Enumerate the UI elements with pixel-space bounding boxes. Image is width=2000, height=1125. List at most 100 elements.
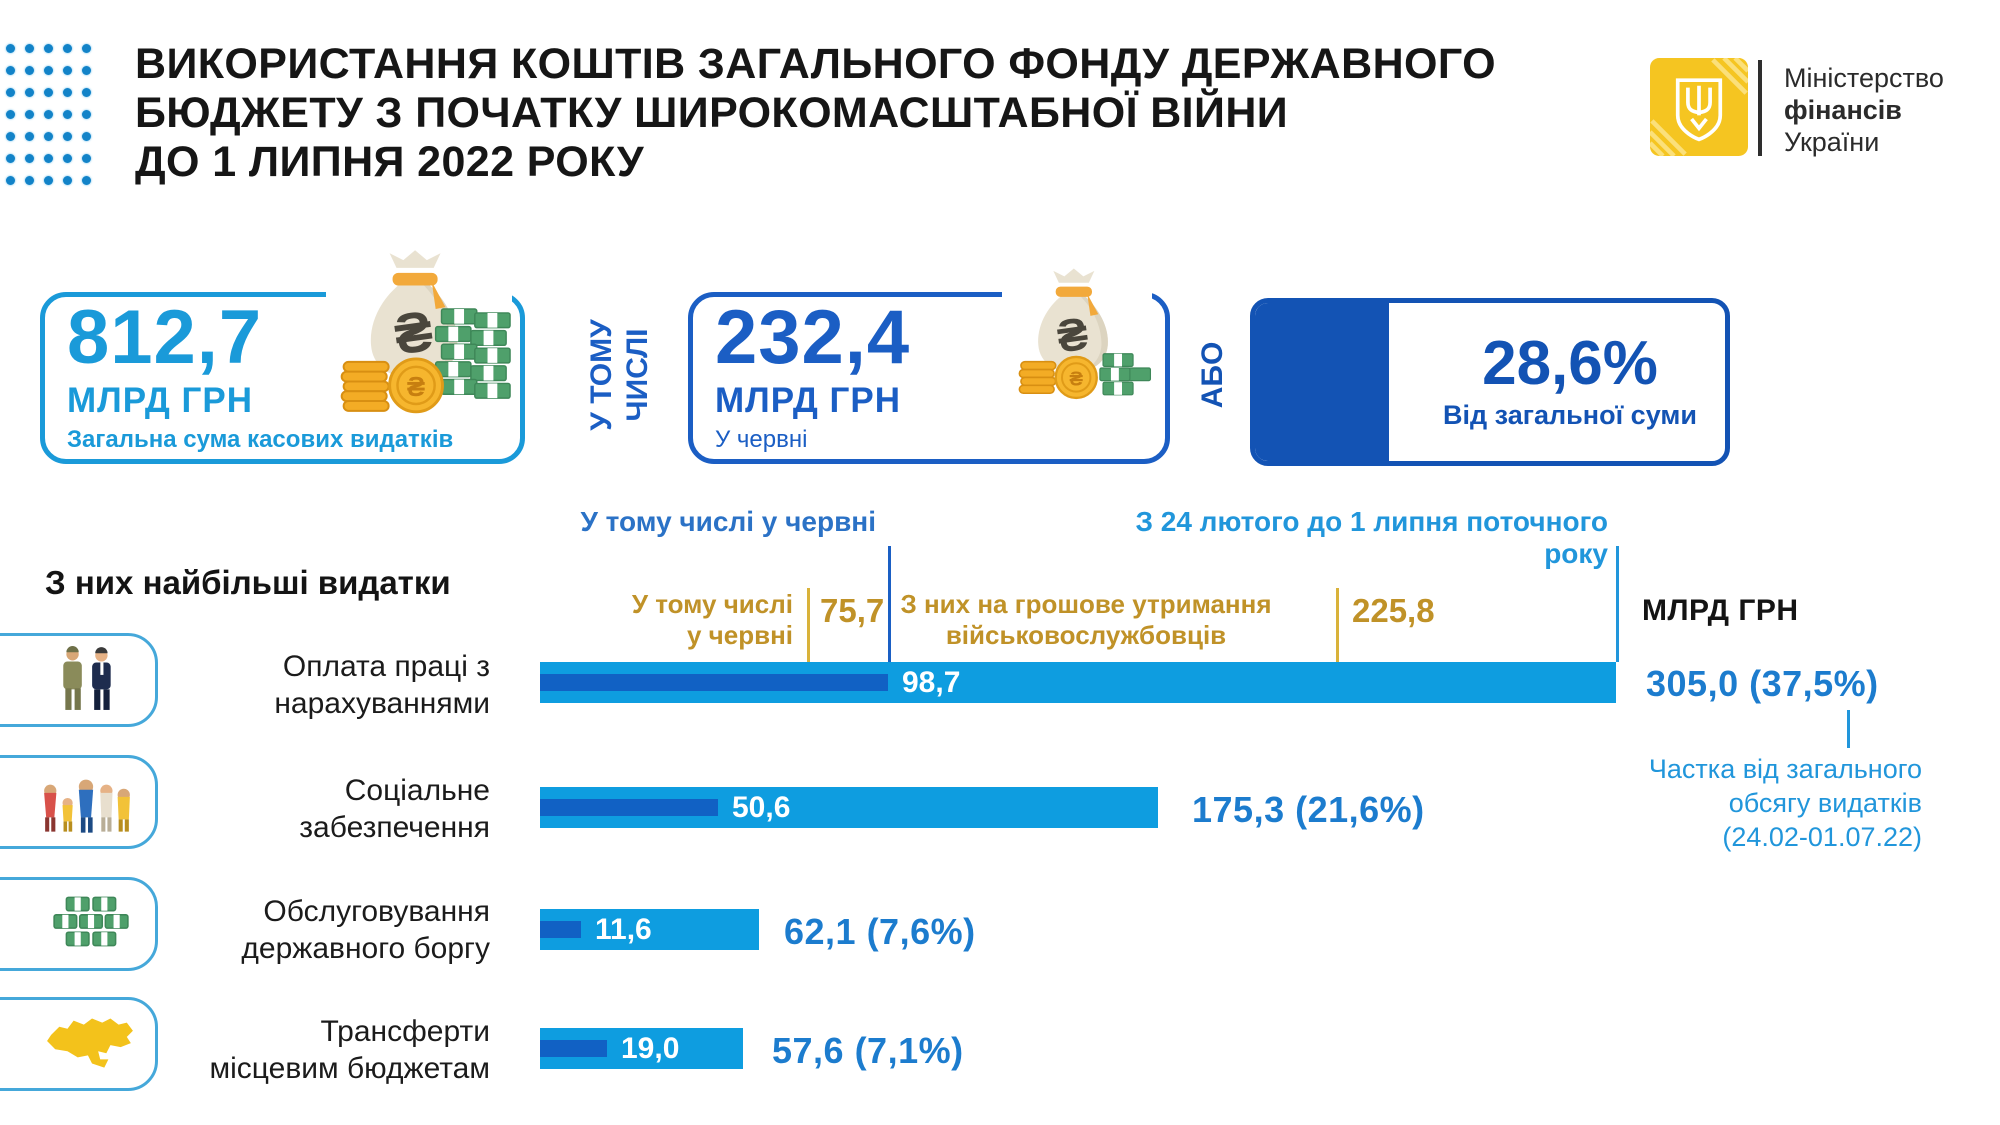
dot bbox=[63, 110, 72, 119]
dot bbox=[25, 44, 34, 53]
in-total-label: У ТОМУ ЧИСЛІ bbox=[585, 319, 654, 431]
trident-emblem-icon bbox=[1650, 58, 1748, 156]
money-stack-icon bbox=[53, 896, 129, 947]
green-bills bbox=[434, 308, 511, 399]
bar-june-value-row3: 11,6 bbox=[595, 913, 652, 946]
dot bbox=[63, 88, 72, 97]
dot bbox=[82, 154, 91, 163]
svg-text:₴: ₴ bbox=[407, 371, 425, 402]
category-label: Оплата праці з нарахуваннями bbox=[274, 650, 490, 720]
bar-june-value-row2: 50,6 bbox=[732, 791, 791, 824]
military-june-label: У тому числі у червні bbox=[631, 589, 793, 650]
dot-grid-decoration bbox=[6, 44, 106, 204]
dot bbox=[6, 154, 15, 163]
dot bbox=[25, 88, 34, 97]
dot bbox=[82, 44, 91, 53]
dot bbox=[63, 176, 72, 185]
june-column-label: У тому числі у червні bbox=[580, 506, 876, 537]
dot bbox=[25, 154, 34, 163]
family-icon bbox=[44, 779, 130, 833]
svg-text:₴: ₴ bbox=[1054, 308, 1091, 363]
bar-total-row2: 50,6 bbox=[540, 787, 1158, 828]
military-total-marker-line bbox=[1336, 588, 1339, 662]
category-icon-box bbox=[0, 755, 158, 849]
total-unit: МЛРД ГРН bbox=[67, 381, 253, 420]
bar-total-value-row1: 305,0 (37,5%) bbox=[1646, 663, 1879, 704]
bar-june-value-row1: 98,7 bbox=[902, 666, 961, 699]
dot bbox=[44, 110, 53, 119]
bar-total-value-row4: 57,6 (7,1%) bbox=[772, 1030, 964, 1071]
dot bbox=[63, 132, 72, 141]
june-marker-line bbox=[888, 546, 891, 662]
period-marker-line bbox=[1616, 546, 1619, 662]
title-line-2: БЮДЖЕТУ З ПОЧАТКУ ШИРОКОМАСШТАБНОЇ ВІЙНИ bbox=[135, 89, 1289, 137]
dot bbox=[82, 176, 91, 185]
period-column-label: З 24 лютого до 1 липня поточного року bbox=[1135, 506, 1608, 569]
category-label: Соціальне забезпечення bbox=[299, 774, 490, 844]
money-bag-icon: ₴ ₴ bbox=[1002, 254, 1152, 418]
total-value: 812,7 bbox=[67, 295, 263, 380]
dot bbox=[44, 66, 53, 75]
dot bbox=[6, 88, 15, 97]
military-june-value: 75,7 bbox=[820, 592, 885, 629]
bar-total-row1: 98,7 bbox=[540, 662, 1616, 703]
bar-june-row3 bbox=[540, 921, 581, 938]
dot bbox=[6, 110, 15, 119]
share-caption: Від загальної суми bbox=[1443, 400, 1697, 430]
svg-text:₴: ₴ bbox=[1069, 367, 1083, 390]
dot bbox=[25, 176, 34, 185]
bar-total-value-row3: 62,1 (7,6%) bbox=[784, 911, 976, 952]
ukraine-map-icon bbox=[47, 1018, 133, 1068]
or-label: АБО bbox=[1196, 341, 1229, 409]
dot bbox=[82, 132, 91, 141]
money-bag-icon: ₴ bbox=[326, 246, 512, 422]
bar-june-row2 bbox=[540, 799, 718, 816]
dot bbox=[63, 154, 72, 163]
bar-total-value-row2: 175,3 (21,6%) bbox=[1192, 789, 1425, 830]
dot bbox=[6, 66, 15, 75]
ministry-line-3: України bbox=[1784, 127, 1880, 157]
june-value: 232,4 bbox=[715, 295, 911, 380]
dot bbox=[82, 110, 91, 119]
dot bbox=[82, 66, 91, 75]
page-title: ВИКОРИСТАННЯ КОШТІВ ЗАГАЛЬНОГО ФОНДУ ДЕР… bbox=[135, 40, 1585, 187]
bar-total-row4: 19,0 bbox=[540, 1028, 743, 1069]
dot bbox=[6, 44, 15, 53]
dot bbox=[82, 88, 91, 97]
dot bbox=[44, 154, 53, 163]
logo-divider bbox=[1758, 60, 1762, 156]
june-caption: У червні bbox=[715, 426, 808, 453]
dot bbox=[63, 44, 72, 53]
dot bbox=[25, 66, 34, 75]
category-icon-box bbox=[0, 997, 158, 1091]
axis-unit-label: МЛРД ГРН bbox=[1642, 594, 1799, 627]
ministry-line-2: фінансів bbox=[1784, 95, 1902, 125]
dot bbox=[44, 44, 53, 53]
dot bbox=[44, 88, 53, 97]
title-line-1: ВИКОРИСТАННЯ КОШТІВ ЗАГАЛЬНОГО ФОНДУ ДЕР… bbox=[135, 40, 1496, 88]
dot bbox=[25, 132, 34, 141]
dot bbox=[6, 176, 15, 185]
share-fill-bar bbox=[1255, 303, 1390, 461]
category-label: Обслуговування державного боргу bbox=[241, 895, 490, 965]
bar-june-row1 bbox=[540, 674, 888, 691]
note-tick-line bbox=[1847, 710, 1850, 748]
share-value: 28,6% bbox=[1482, 329, 1658, 398]
bar-june-value-row4: 19,0 bbox=[621, 1032, 680, 1065]
dot bbox=[63, 66, 72, 75]
dot bbox=[44, 176, 53, 185]
june-unit: МЛРД ГРН bbox=[715, 381, 901, 420]
military-june-marker-line bbox=[807, 588, 810, 690]
dot bbox=[6, 132, 15, 141]
workers-icon bbox=[63, 646, 111, 710]
section-heading: З них найбільші видатки bbox=[45, 564, 451, 601]
military-total-label: З них на грошове утримання військовослуж… bbox=[900, 589, 1272, 650]
military-total-value: 225,8 bbox=[1352, 592, 1435, 629]
bar-june-row4 bbox=[540, 1040, 607, 1057]
ministry-name: Міністерство фінансів України bbox=[1784, 62, 1944, 158]
bar-total-row3: 11,6 bbox=[540, 909, 759, 950]
dot bbox=[44, 132, 53, 141]
ministry-line-1: Міністерство bbox=[1784, 63, 1944, 93]
share-card: 28,6% Від загальної суми bbox=[1250, 298, 1730, 466]
